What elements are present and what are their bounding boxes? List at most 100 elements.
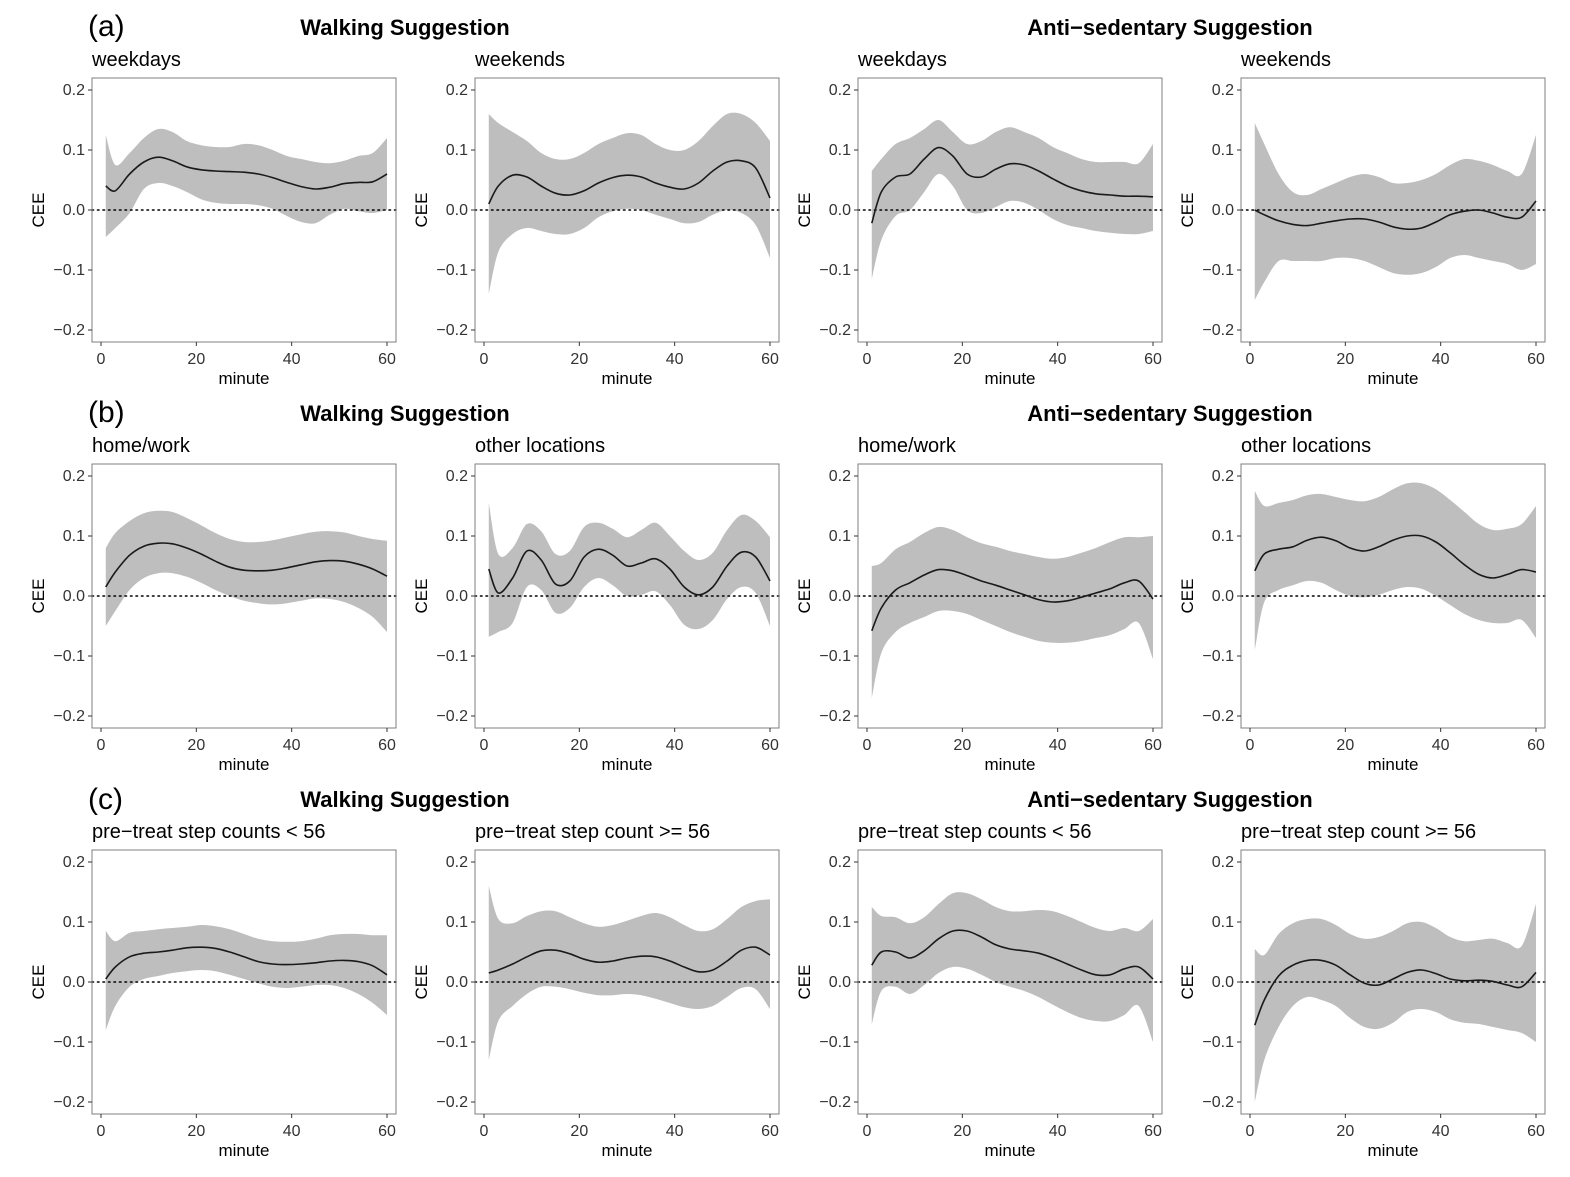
estimate-line <box>105 946 388 980</box>
y-tick-label: −0.2 <box>53 708 85 725</box>
confidence-band <box>488 886 770 1060</box>
y-tick-label: −0.1 <box>436 648 468 665</box>
panel-2-4: other locations −0.2 −0.1 0.0 0.1 0.2 0 20 40 60 m… <box>1178 435 1546 774</box>
x-tick-label: 0 <box>480 1123 489 1140</box>
y-tick-label: 0.0 <box>1212 588 1234 605</box>
y-tick-label: −0.2 <box>819 1094 851 1111</box>
x-tick-label: 40 <box>1432 737 1450 754</box>
x-tick-label: 60 <box>378 737 396 754</box>
x-tick-label: 40 <box>666 737 684 754</box>
y-axis-label: CEE <box>1178 193 1197 228</box>
x-tick-label: 20 <box>1336 351 1354 368</box>
x-tick-label: 20 <box>953 351 971 368</box>
y-tick-label: 0.1 <box>829 914 851 931</box>
y-tick-label: 0.2 <box>63 82 85 99</box>
x-axis-label: minute <box>984 755 1035 774</box>
confidence-band <box>1254 482 1536 650</box>
y-tick-label: −0.1 <box>819 648 851 665</box>
y-tick-label: 0.2 <box>446 854 468 871</box>
y-tick-label: 0.1 <box>829 528 851 545</box>
x-tick-label: 20 <box>1336 737 1354 754</box>
panel-title: weekdays <box>91 49 181 71</box>
y-axis-label: CEE <box>29 193 48 228</box>
x-axis-label: minute <box>218 755 269 774</box>
x-axis-label: minute <box>1367 755 1418 774</box>
y-tick-label: −0.2 <box>1202 1094 1234 1111</box>
y-tick-label: −0.2 <box>819 322 851 339</box>
y-axis-label: CEE <box>412 193 431 228</box>
confidence-band <box>105 510 388 632</box>
x-axis-label: minute <box>601 755 652 774</box>
y-tick-label: −0.2 <box>53 322 85 339</box>
x-tick-label: 40 <box>283 351 301 368</box>
y-tick-label: −0.2 <box>1202 322 1234 339</box>
group-title-antisedentary-a: Anti−sedentary Suggestion <box>1027 15 1312 40</box>
y-axis-label: CEE <box>795 965 814 1000</box>
row-label-a: (a) <box>88 10 125 43</box>
row-label-c: (c) <box>88 783 123 816</box>
x-tick-label: 0 <box>863 351 872 368</box>
y-tick-label: 0.1 <box>63 914 85 931</box>
row-label-b: (b) <box>88 396 125 429</box>
y-tick-label: 0.0 <box>446 202 468 219</box>
x-axis-label: minute <box>1367 1141 1418 1160</box>
y-tick-label: 0.0 <box>829 202 851 219</box>
panel-title: pre−treat step counts < 56 <box>92 821 326 843</box>
group-title-walking-b: Walking Suggestion <box>300 401 509 426</box>
y-tick-label: 0.1 <box>1212 528 1234 545</box>
x-tick-label: 20 <box>570 351 588 368</box>
x-tick-label: 0 <box>97 351 106 368</box>
panel-title: other locations <box>475 435 605 457</box>
y-tick-label: 0.1 <box>446 142 468 159</box>
estimate-line <box>1254 959 1537 1026</box>
x-tick-label: 20 <box>187 737 205 754</box>
x-tick-label: 0 <box>480 351 489 368</box>
y-axis-label: CEE <box>412 965 431 1000</box>
y-tick-label: −0.1 <box>819 1034 851 1051</box>
y-tick-label: 0.0 <box>1212 202 1234 219</box>
x-tick-label: 0 <box>97 1123 106 1140</box>
x-tick-label: 40 <box>1432 351 1450 368</box>
y-tick-label: 0.1 <box>446 528 468 545</box>
estimate-line <box>1254 200 1537 231</box>
x-tick-label: 60 <box>761 1123 779 1140</box>
y-tick-label: −0.2 <box>1202 708 1234 725</box>
x-tick-label: 0 <box>1246 351 1255 368</box>
confidence-band <box>105 128 388 237</box>
y-axis-label: CEE <box>1178 579 1197 614</box>
estimate-line <box>488 548 771 596</box>
y-tick-label: −0.2 <box>436 708 468 725</box>
confidence-band <box>1254 123 1536 300</box>
x-tick-label: 0 <box>97 737 106 754</box>
x-tick-label: 40 <box>1049 737 1067 754</box>
x-axis-label: minute <box>218 1141 269 1160</box>
x-tick-label: 60 <box>1144 737 1162 754</box>
x-tick-label: 0 <box>863 1123 872 1140</box>
y-axis-label: CEE <box>1178 965 1197 1000</box>
x-tick-label: 20 <box>953 737 971 754</box>
y-axis-label: CEE <box>795 579 814 614</box>
panel-title: pre−treat step count >= 56 <box>475 821 710 843</box>
confidence-band <box>488 503 770 637</box>
y-tick-label: −0.2 <box>53 1094 85 1111</box>
x-axis-label: minute <box>984 1141 1035 1160</box>
y-tick-label: 0.0 <box>829 974 851 991</box>
y-tick-label: 0.1 <box>446 914 468 931</box>
panel-title: home/work <box>858 435 957 457</box>
y-tick-label: 0.1 <box>829 142 851 159</box>
x-tick-label: 0 <box>1246 737 1255 754</box>
confidence-band <box>871 526 1153 698</box>
panel-title: weekends <box>474 49 565 71</box>
y-tick-label: −0.2 <box>436 1094 468 1111</box>
y-tick-label: 0.0 <box>446 588 468 605</box>
y-tick-label: −0.2 <box>819 708 851 725</box>
estimate-line <box>105 156 388 192</box>
y-axis-label: CEE <box>29 965 48 1000</box>
x-tick-label: 60 <box>1527 737 1545 754</box>
y-tick-label: 0.2 <box>446 468 468 485</box>
x-axis-label: minute <box>984 369 1035 388</box>
y-tick-label: 0.1 <box>1212 914 1234 931</box>
y-tick-label: 0.0 <box>446 974 468 991</box>
estimate-line <box>488 946 771 974</box>
